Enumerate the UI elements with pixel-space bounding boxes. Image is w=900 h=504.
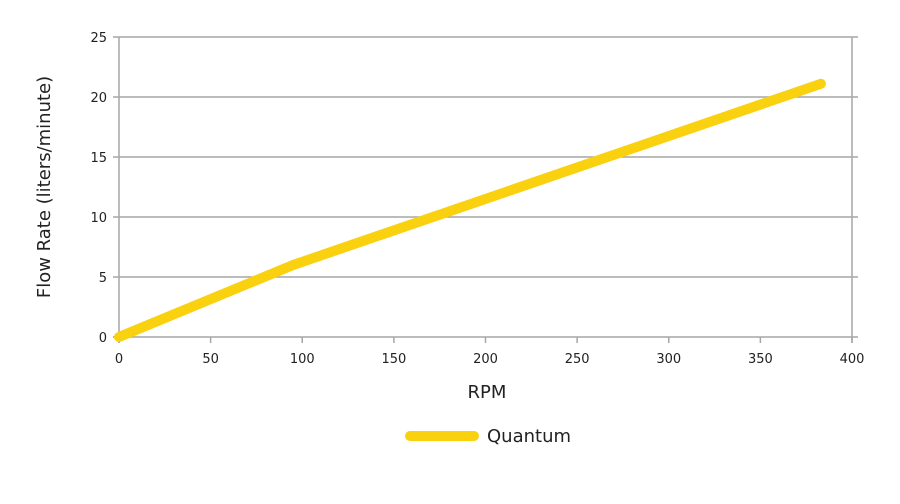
x-tick-label: 0 xyxy=(115,352,123,367)
x-tick-label: 350 xyxy=(748,352,773,367)
y-tick-label: 10 xyxy=(90,211,107,226)
legend: Quantum xyxy=(405,426,571,447)
x-tick-label: 400 xyxy=(840,352,865,367)
x-tick-label: 250 xyxy=(565,352,590,367)
y-tick-label: 20 xyxy=(90,91,107,106)
series-line-quantum xyxy=(114,78,826,342)
y-tick-label: 0 xyxy=(99,331,107,346)
legend-label-quantum: Quantum xyxy=(487,426,571,447)
x-tick-label: 50 xyxy=(202,352,219,367)
y-axis-title: Flow Rate (liters/minute) xyxy=(34,76,55,298)
axes xyxy=(113,37,858,343)
x-tick-label: 150 xyxy=(381,352,406,367)
y-tick-label: 5 xyxy=(99,271,107,286)
x-axis-title: RPM xyxy=(468,382,507,403)
x-tick-label: 200 xyxy=(473,352,498,367)
x-tick-label: 100 xyxy=(290,352,315,367)
y-tick-label: 25 xyxy=(90,31,107,46)
series-lines xyxy=(114,78,826,342)
gridlines xyxy=(113,36,858,338)
y-tick-label: 15 xyxy=(90,151,107,166)
x-tick-label: 300 xyxy=(656,352,681,367)
